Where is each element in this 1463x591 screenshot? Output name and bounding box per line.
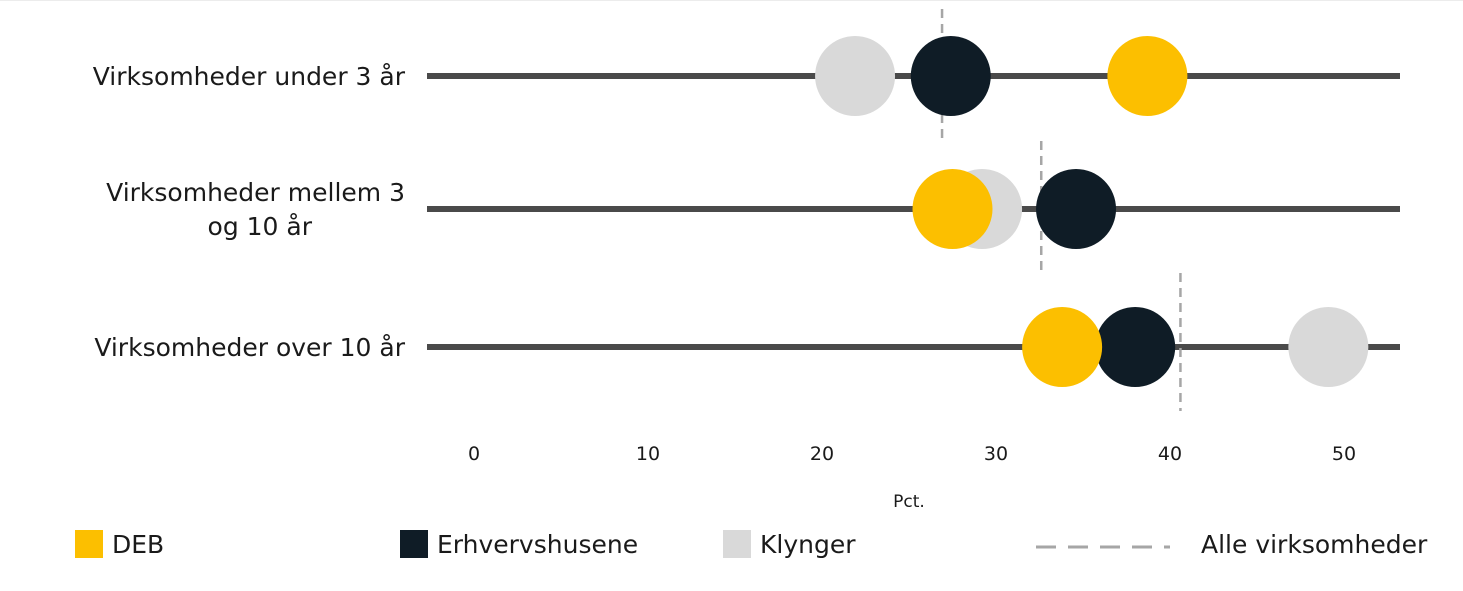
x-tick-label: 30 [984,443,1008,465]
x-tick-label: 40 [1158,443,1182,465]
legend-label: Alle virksomheder [1201,530,1428,559]
legend: DEB Erhvervshusene Klynger Alle virksomhede… [75,530,1428,559]
x-tick-label: 0 [468,443,480,465]
data-points [815,36,1369,387]
data-point-erhvervshusene [910,36,991,116]
legend-swatch [75,530,103,558]
x-axis-ticks: 0 10 20 30 40 50 [468,443,1356,465]
row-labels: Virksomheder under 3 år Virksomheder mell… [93,62,406,362]
row-label: Virksomheder under 3 år [93,62,406,91]
row-label-line: Virksomheder mellem 3 [106,178,405,207]
legend-label: DEB [112,530,164,559]
x-tick-label: 20 [810,443,834,465]
data-point-erhvervshusene [1036,169,1117,249]
data-point-klynger [815,36,896,116]
row-label-line: Virksomheder over 10 år [94,333,405,362]
row-label: Virksomheder over 10 år [94,333,405,362]
x-tick-label: 50 [1332,443,1356,465]
legend-swatch [400,530,428,558]
x-tick-label: 10 [636,443,660,465]
data-point-deb [1022,307,1103,387]
legend-label: Erhvervshusene [437,530,638,559]
x-axis-title: Pct. [893,492,925,512]
data-point-deb [912,169,993,249]
row-label-line: Virksomheder under 3 år [93,62,406,91]
row-label-line: og 10 år [208,212,313,241]
legend-swatch [723,530,751,558]
data-point-klynger [1288,307,1369,387]
data-point-erhvervshusene [1095,307,1176,387]
legend-label: Klynger [760,530,856,559]
row-label: Virksomheder mellem 3 og 10 år [106,178,405,241]
data-point-deb [1107,36,1188,116]
